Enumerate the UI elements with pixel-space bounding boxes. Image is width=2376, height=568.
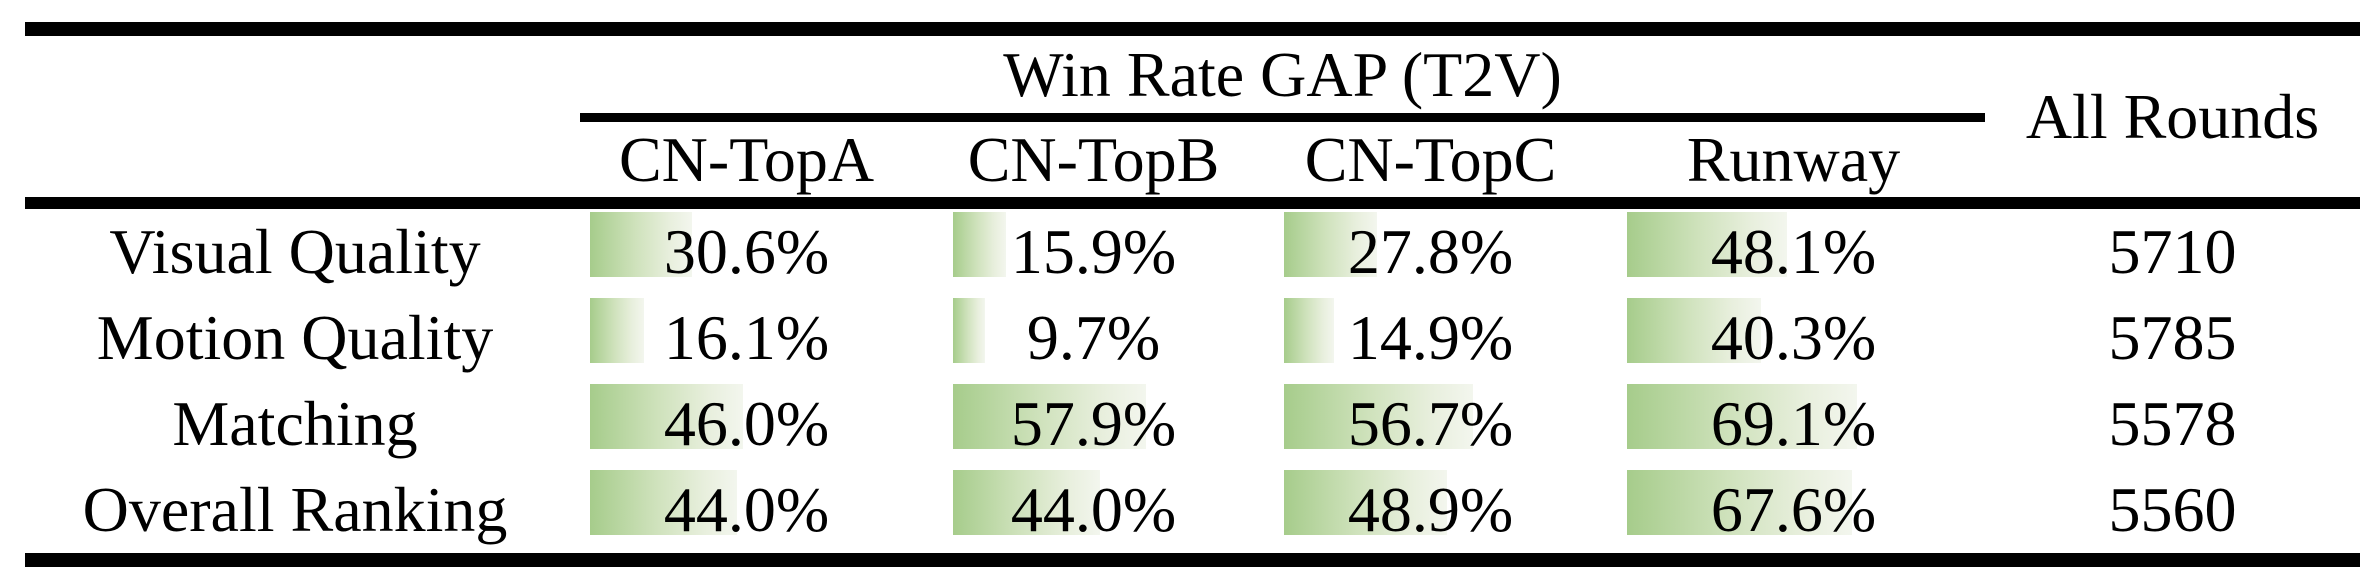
win-rate-bar — [1284, 212, 1377, 277]
win-rate-value: 57.9% — [1010, 388, 1177, 459]
win-rate-value: 67.6% — [1710, 474, 1877, 545]
group-header-label: Win Rate GAP (T2V) — [1003, 38, 1562, 110]
win-rate-value: 69.1% — [1710, 388, 1877, 459]
win-rate-value: 56.7% — [1347, 388, 1514, 459]
value-cell: 14.9% — [1259, 295, 1602, 381]
win-rate-value: 40.3% — [1710, 302, 1877, 373]
value-cell: 27.8% — [1259, 209, 1602, 295]
header-row-columns: CN-TopA CN-TopB CN-TopC Runway — [25, 122, 2360, 197]
value-cell: 30.6% — [565, 209, 928, 295]
value-cell: 46.0% — [565, 381, 928, 467]
row-label: Matching — [172, 388, 418, 459]
column-header-all-rounds: All Rounds — [2025, 80, 2320, 152]
header-separator-rule — [25, 197, 2360, 209]
win-rate-bar — [1627, 470, 1853, 535]
win-rate-value: 46.0% — [663, 388, 830, 459]
all-rounds-value: 5560 — [2108, 474, 2237, 545]
win-rate-bar — [590, 212, 692, 277]
header-spacer — [25, 36, 565, 122]
value-cell: 48.9% — [1259, 467, 1602, 553]
value-cell: 9.7% — [928, 295, 1259, 381]
win-rate-value: 14.9% — [1347, 302, 1514, 373]
win-rate-bar — [1627, 298, 1762, 363]
win-rate-bar — [953, 212, 1006, 277]
column-header-cn-topa: CN-TopA — [618, 123, 875, 195]
win-rate-value: 44.0% — [663, 474, 830, 545]
win-rate-bar — [1627, 212, 1788, 277]
value-cell: 48.1% — [1602, 209, 1985, 295]
table-row-motion-quality: Motion Quality 16.1% 9.7% 14.9% 40.3% 57… — [25, 295, 2360, 381]
win-rate-value: 9.7% — [1026, 302, 1161, 373]
all-rounds-value: 5710 — [2108, 216, 2237, 287]
column-header-cn-topb: CN-TopB — [967, 123, 1220, 195]
win-rate-bar — [953, 298, 986, 363]
win-rate-bar — [953, 470, 1100, 535]
value-cell: 44.0% — [928, 467, 1259, 553]
table-row-visual-quality: Visual Quality 30.6% 15.9% 27.8% 48.1% 5… — [25, 209, 2360, 295]
win-rate-bar — [590, 384, 744, 449]
column-header-cn-topc: CN-TopC — [1304, 123, 1557, 195]
win-rate-bar — [1284, 470, 1447, 535]
row-label: Motion Quality — [96, 302, 494, 373]
win-rate-bar — [590, 470, 737, 535]
win-rate-value: 27.8% — [1347, 216, 1514, 287]
value-cell: 40.3% — [1602, 295, 1985, 381]
header-spacer — [25, 122, 565, 197]
top-rule — [25, 22, 2360, 36]
win-rate-bar — [953, 384, 1146, 449]
row-label: Visual Quality — [109, 216, 481, 287]
bottom-rule — [25, 553, 2360, 567]
value-cell: 16.1% — [565, 295, 928, 381]
header-row-group: Win Rate GAP (T2V) — [25, 36, 2360, 122]
win-rate-value: 30.6% — [663, 216, 830, 287]
win-rate-bar — [590, 298, 644, 363]
value-cell: 44.0% — [565, 467, 928, 553]
value-cell: 56.7% — [1259, 381, 1602, 467]
win-rate-value: 15.9% — [1010, 216, 1177, 287]
win-rate-value: 16.1% — [663, 302, 830, 373]
table-row-overall-ranking: Overall Ranking 44.0% 44.0% 48.9% 67.6% … — [25, 467, 2360, 553]
table-row-matching: Matching 46.0% 57.9% 56.7% 69.1% 5578 — [25, 381, 2360, 467]
win-rate-bar — [1284, 384, 1473, 449]
all-rounds-value: 5578 — [2108, 388, 2237, 459]
win-rate-value: 48.1% — [1710, 216, 1877, 287]
win-rate-bar — [1284, 298, 1334, 363]
group-header-cell: Win Rate GAP (T2V) — [580, 36, 1985, 122]
table-header: Win Rate GAP (T2V) CN-TopA CN-TopB CN-To… — [25, 36, 2360, 197]
column-header-runway: Runway — [1686, 123, 1901, 195]
row-label: Overall Ranking — [82, 474, 508, 545]
win-rate-bar — [1627, 384, 1858, 449]
win-rate-value: 44.0% — [1010, 474, 1177, 545]
value-cell: 15.9% — [928, 209, 1259, 295]
all-rounds-value: 5785 — [2108, 302, 2237, 373]
value-cell: 69.1% — [1602, 381, 1985, 467]
win-rate-value: 48.9% — [1347, 474, 1514, 545]
value-cell: 67.6% — [1602, 467, 1985, 553]
table: Win Rate GAP (T2V) CN-TopA CN-TopB CN-To… — [25, 22, 2360, 567]
value-cell: 57.9% — [928, 381, 1259, 467]
